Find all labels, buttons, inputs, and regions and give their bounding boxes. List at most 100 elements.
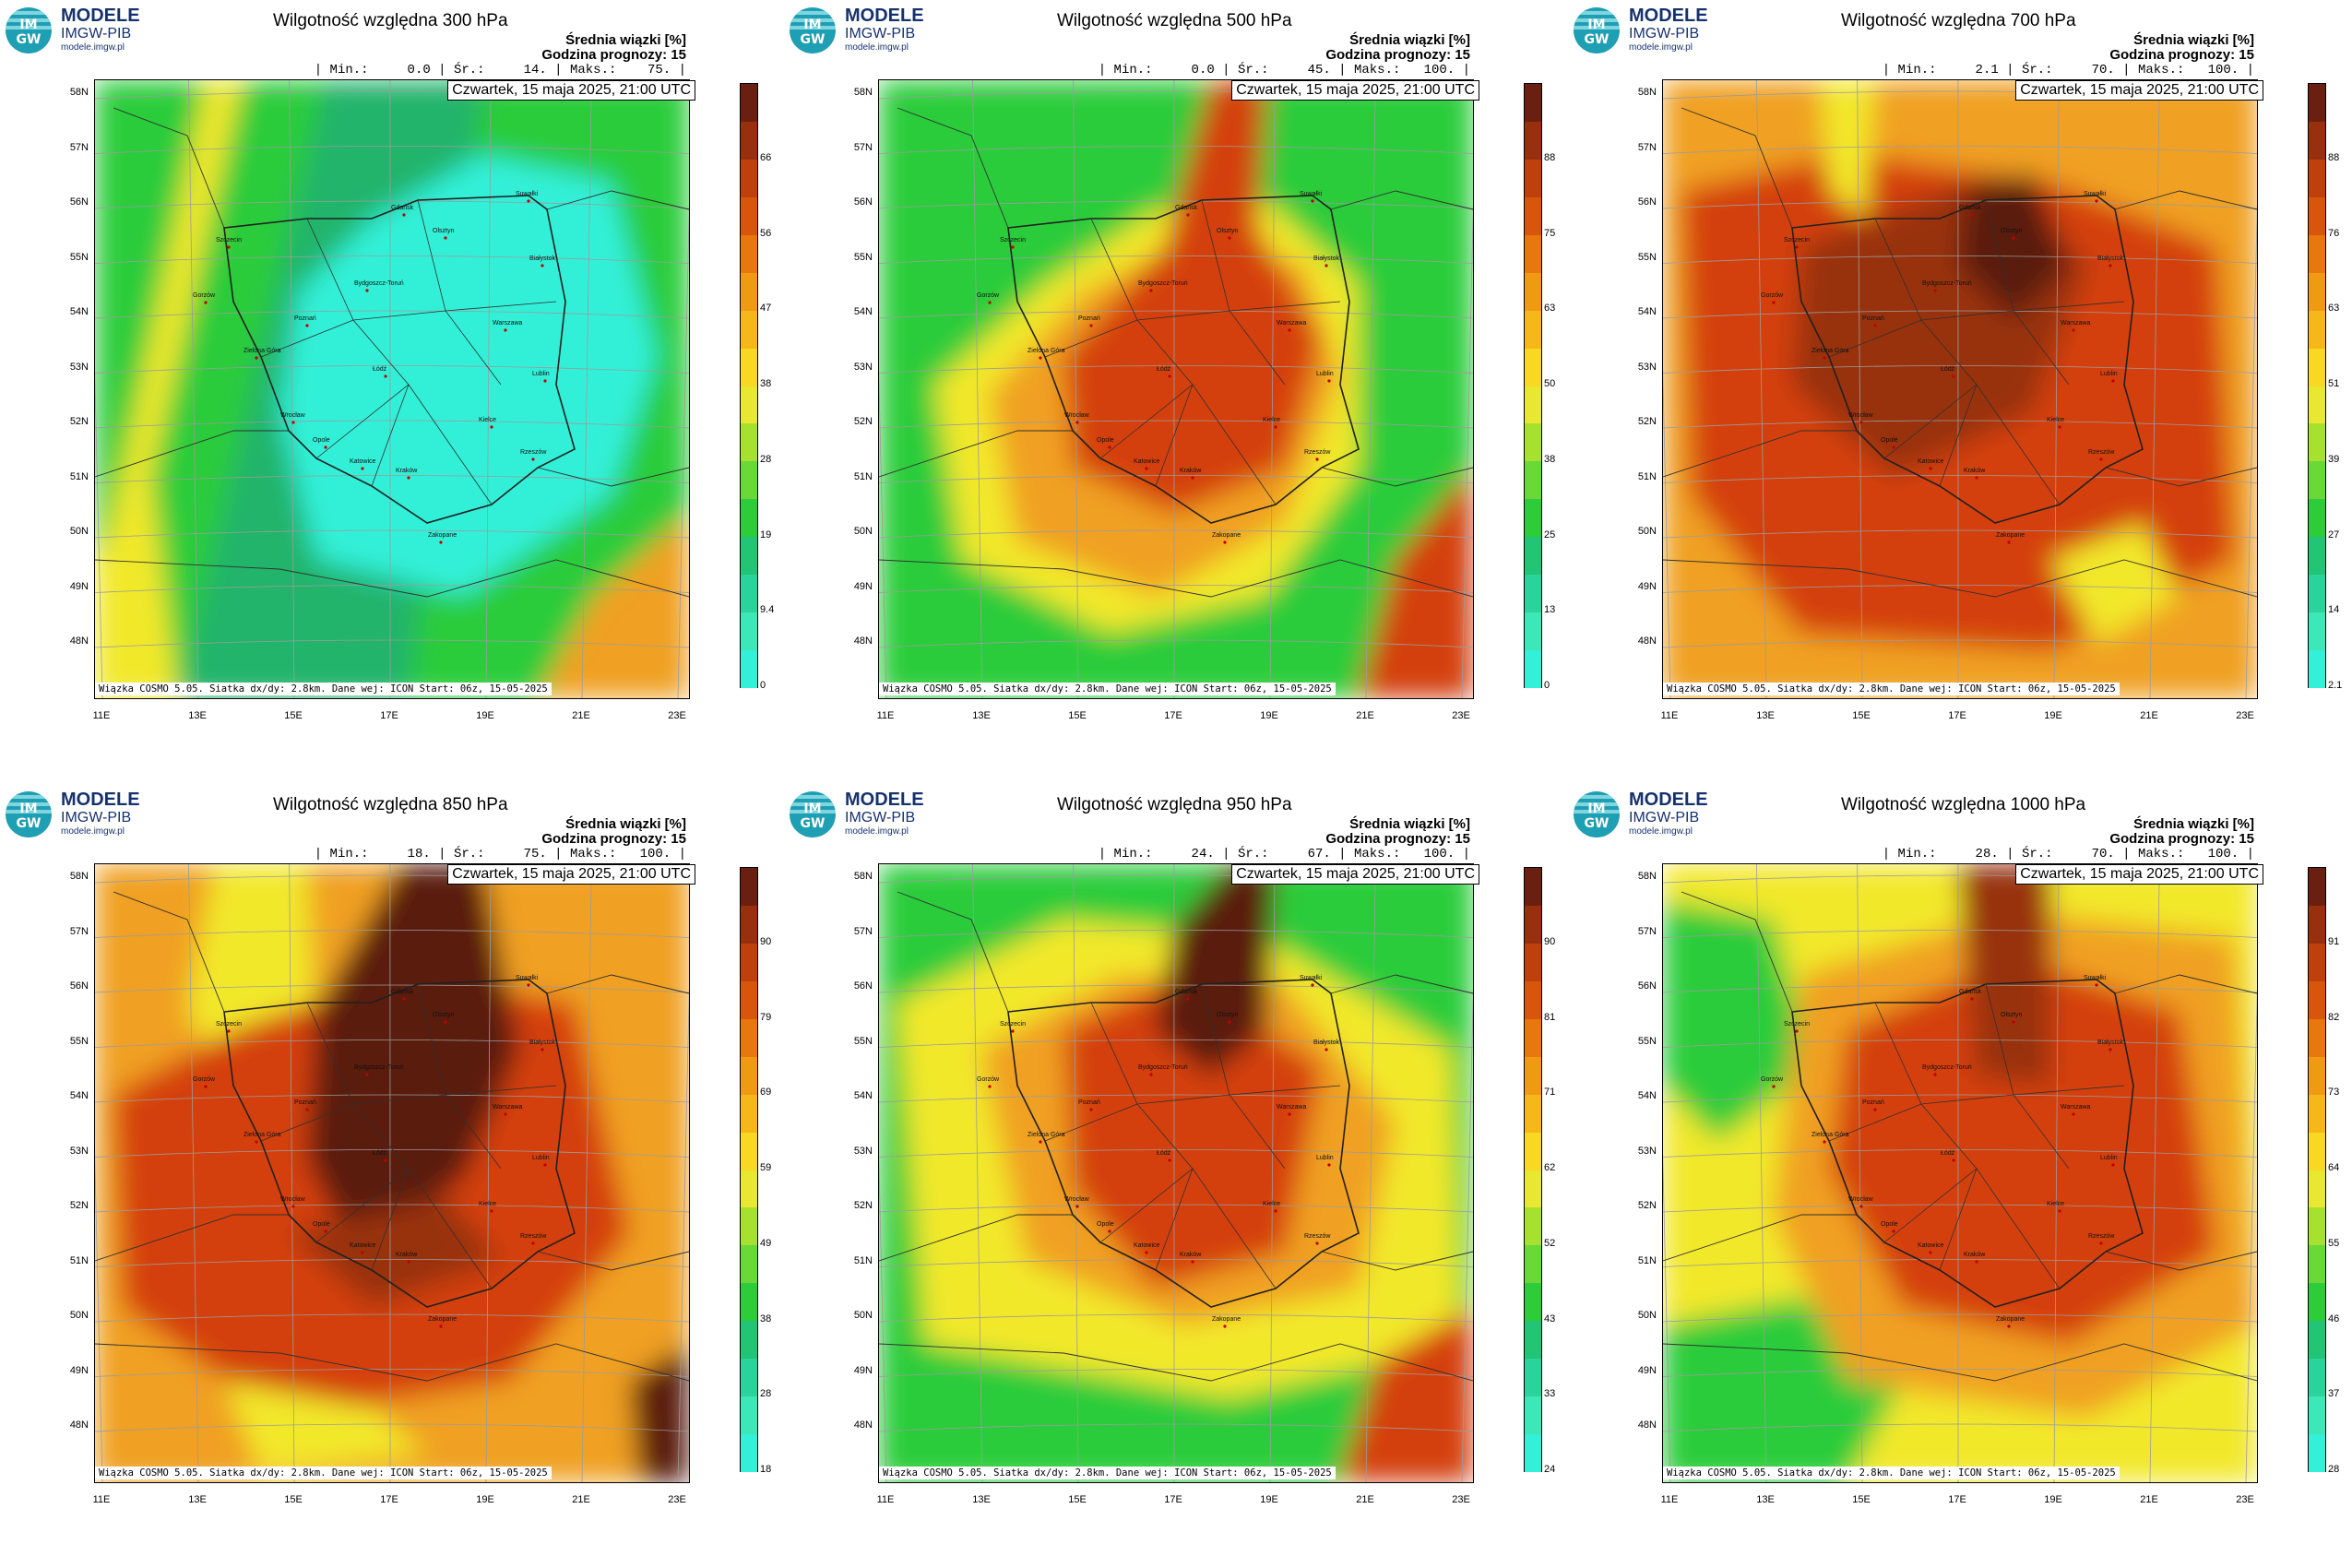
colorbar-segment (1525, 574, 1541, 612)
panel-title: Wilgotność względna 700 hPa (1841, 11, 2076, 30)
colorbar-segment (741, 1056, 757, 1095)
forecast-hour: Godzina prognozy: 15 (2109, 47, 2254, 63)
logo-line3: modele.imgw.pl (845, 826, 909, 837)
city-label: Bydgoszcz-Toruń (1138, 1064, 1188, 1071)
city-label: Wrocław (1848, 1196, 1874, 1203)
colorbar-segment (1525, 1018, 1541, 1057)
city-label: Katowice (350, 458, 376, 465)
lon-label: 21E (572, 710, 590, 721)
city-marker (1145, 1251, 1148, 1254)
colorbar-segment (2309, 1358, 2325, 1396)
colorbar-label: 63 (2328, 303, 2340, 315)
colorbar-label: 52 (1544, 1237, 1556, 1249)
city-marker (402, 997, 406, 1001)
city-label: Rzeszów (520, 449, 547, 456)
colorbar-segment (1525, 943, 1541, 982)
panel-title: Wilgotność względna 300 hPa (273, 11, 508, 30)
logo-text: MODELE IMGW-PIB modele.imgw.pl (61, 790, 140, 837)
stats-info: Średnia wiązki [%] Godzina prognozy: 15 | … (1883, 817, 2254, 862)
lat-label: 58N (853, 87, 873, 98)
lon-label: 11E (1660, 710, 1679, 721)
logo-line3: modele.imgw.pl (845, 42, 909, 53)
colorbar-segment (2309, 422, 2325, 462)
lat-label: 58N (1637, 87, 1657, 98)
colorbar-label: 66 (760, 151, 772, 163)
lat-label: 51N (853, 470, 873, 482)
city-label: Gdańsk (391, 205, 414, 211)
colorbar-label: 71 (1544, 1087, 1556, 1099)
lat-label: 51N (69, 470, 89, 482)
colorbar-segment (2309, 980, 2325, 1019)
city-marker (1772, 1085, 1776, 1088)
stats-info: Średnia wiązki [%] Godzina prognozy: 15 | … (1099, 33, 1470, 78)
city-marker (1149, 289, 1153, 292)
city-label: Rzeszów (1304, 449, 1331, 456)
logo-text: MODELE IMGW-PIB modele.imgw.pl (1629, 6, 1708, 53)
city-label: Katowice (1918, 458, 1944, 465)
city-marker (1772, 301, 1776, 304)
colorbar-segment (1525, 386, 1541, 424)
city-label: Zielona Góra (1028, 1132, 1065, 1138)
city-marker (1952, 1158, 1955, 1162)
city-label: Zielona Góra (244, 348, 281, 354)
city-marker (291, 1205, 295, 1208)
lat-label: 55N (69, 251, 89, 263)
lat-label: 48N (1637, 1420, 1657, 1431)
city-marker (2072, 328, 2075, 332)
humidity-map: Gdańsk Olsztyn Suwałki Szczecin Białystok Byd… (94, 79, 690, 699)
city-label: Gdańsk (391, 989, 414, 995)
lat-label: 56N (69, 980, 89, 992)
city-marker (504, 328, 507, 332)
city-marker (407, 476, 410, 480)
city-marker (1186, 213, 1190, 217)
lat-label: 51N (1637, 1254, 1657, 1266)
city-marker (227, 1029, 231, 1033)
logo-text: MODELE IMGW-PIB modele.imgw.pl (61, 6, 140, 53)
colorbar-segment (1525, 868, 1541, 907)
colorbar-segment (2309, 84, 2325, 123)
city-marker (361, 467, 364, 470)
city-marker (1191, 476, 1194, 480)
city-label: Opole (1097, 1221, 1114, 1228)
colorbar-label: 64 (2328, 1162, 2340, 1173)
city-marker (1892, 1229, 1895, 1233)
lon-label: 23E (668, 710, 686, 721)
lat-label: 52N (69, 1200, 89, 1211)
imgw-logo-icon: IM GW (1574, 7, 1620, 53)
forecast-hour: Godzina prognozy: 15 (541, 831, 686, 847)
colorbar-segment (2309, 348, 2325, 386)
city-label: Kielce (1263, 417, 1280, 423)
colorbar-segment (1525, 498, 1541, 537)
city-label: Łódź (1157, 1150, 1171, 1157)
logo-mark-top: IM (803, 802, 822, 816)
lon-label: 13E (972, 1494, 991, 1505)
colorbar-label: 56 (760, 227, 772, 239)
colorbar-label: 28 (760, 1388, 772, 1400)
colorbar-segment (2309, 460, 2325, 500)
city-marker (1795, 245, 1799, 249)
city-marker (2058, 425, 2061, 429)
city-marker (540, 264, 544, 267)
city-marker (1929, 467, 1932, 470)
city-marker (1933, 289, 1937, 292)
city-label: Warszawa (2061, 320, 2091, 327)
lat-label: 51N (69, 1254, 89, 1266)
city-label: Zakopane (428, 1316, 457, 1323)
lon-label: 13E (188, 1494, 207, 1505)
forecast-date: Czwartek, 15 maja 2025, 21:00 UTC (1231, 864, 1479, 885)
logo-line3: modele.imgw.pl (1629, 826, 1693, 837)
stats-info: Średnia wiązki [%] Godzina prognozy: 15 | … (315, 817, 686, 862)
colorbar-segment (2309, 1433, 2325, 1472)
lat-label: 55N (853, 1035, 873, 1047)
colorbar-segment (2309, 121, 2325, 160)
logo-mark-top: IM (19, 802, 38, 816)
city-label: Szczecin (216, 1021, 242, 1028)
colorbar-segment (2309, 196, 2325, 235)
city-marker (1274, 1209, 1277, 1213)
city-label: Suwałki (2084, 191, 2107, 197)
lat-label: 51N (1637, 470, 1657, 482)
colorbar-segment (741, 612, 757, 650)
colorbar-label: 38 (760, 378, 772, 389)
city-label: Kielce (479, 417, 496, 423)
lat-label: 50N (69, 1310, 89, 1321)
